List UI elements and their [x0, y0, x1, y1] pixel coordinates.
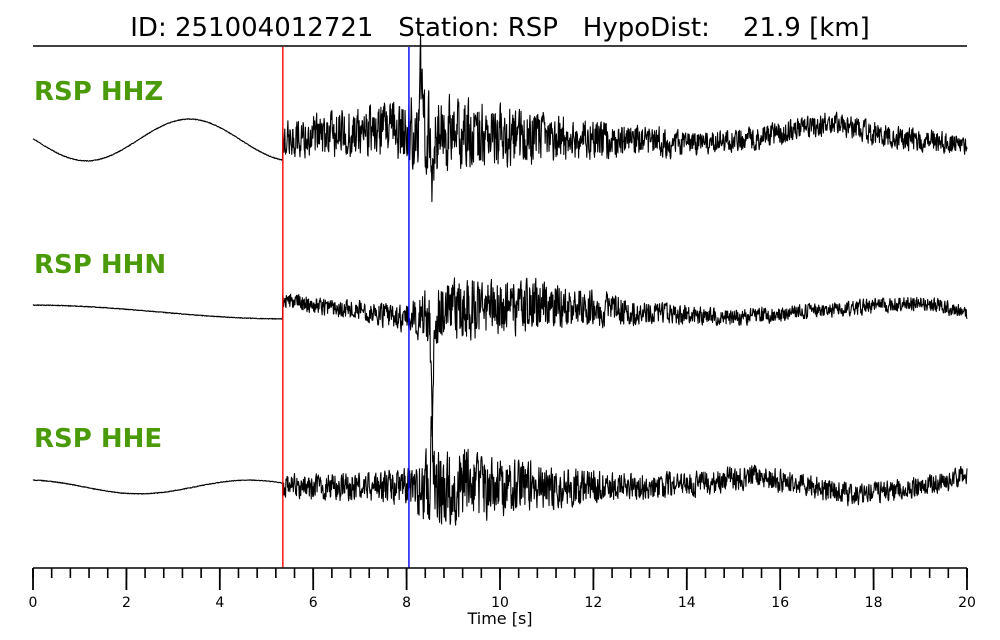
x-tick-label: 10 — [491, 595, 509, 611]
chart-title: ID: 251004012721 Station: RSP HypoDist: … — [130, 13, 870, 43]
channel-label: RSP HHN — [34, 250, 166, 280]
channel-label: RSP HHZ — [34, 77, 163, 107]
trace-rsp-hhz — [32, 33, 968, 203]
x-tick-label: 14 — [678, 595, 696, 611]
pick-lines — [282, 47, 410, 568]
channel-label: RSP HHE — [34, 424, 162, 454]
x-tick-label: 0 — [29, 595, 38, 611]
x-tick-label: 18 — [865, 595, 883, 611]
x-tick-label: 2 — [122, 595, 131, 611]
trace-rsp-hhe — [32, 416, 968, 526]
x-tick-label: 6 — [309, 595, 318, 611]
channel-labels: RSP HHZ RSP HHN RSP HHE — [34, 77, 166, 454]
x-axis: 0 2 4 6 8 10 12 14 16 18 20 — [29, 567, 976, 611]
x-tick-label: 16 — [771, 595, 789, 611]
trace-rsp-hhn — [32, 277, 968, 437]
x-tick-label: 8 — [402, 595, 411, 611]
x-tick-label: 4 — [215, 595, 224, 611]
x-tick-label: 20 — [958, 595, 976, 611]
x-axis-label: Time [s] — [466, 609, 532, 628]
x-tick-label: 12 — [584, 595, 602, 611]
trace-group — [32, 33, 968, 526]
